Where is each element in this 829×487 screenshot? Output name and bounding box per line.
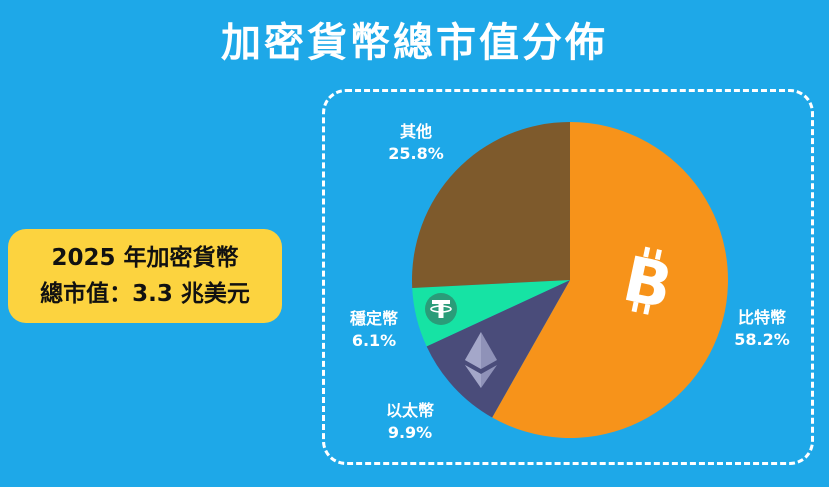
slice-label-stablecoin: 穩定幣 6.1% — [339, 308, 409, 352]
slice-label-ethereum: 以太幣 9.9% — [375, 400, 445, 444]
chart-frame — [322, 89, 814, 465]
pie-slice-bitcoin — [492, 122, 729, 438]
pie-slice-ethereum — [426, 280, 570, 418]
ethereum-icon — [465, 332, 497, 388]
slice-pct-ethereum: 9.9% — [387, 423, 433, 442]
tether-icon — [425, 293, 457, 325]
market-cap-year-label: 2025 年加密貨幣 — [51, 245, 239, 271]
page-title: 加密貨幣總市值分佈 — [221, 20, 608, 66]
slice-pct-stablecoin: 6.1% — [351, 331, 397, 350]
slice-name-ethereum: 以太幣 — [385, 401, 434, 420]
slice-pct-bitcoin: 58.2% — [734, 330, 790, 349]
pie-slice-stablecoin — [412, 280, 570, 347]
slice-label-other: 其他 25.8% — [381, 121, 451, 165]
slice-name-other: 其他 — [399, 122, 432, 141]
slice-pct-other: 25.8% — [388, 144, 444, 163]
slice-name-stablecoin: 穩定幣 — [349, 309, 398, 328]
slice-name-bitcoin: 比特幣 — [737, 308, 786, 327]
slice-label-bitcoin: 比特幣 58.2% — [722, 307, 802, 351]
market-cap-value: 總市值：3.3 兆美元 — [40, 281, 250, 307]
pie-slice-other — [411, 122, 570, 288]
market-cap-badge: 2025 年加密貨幣 總市值：3.3 兆美元 — [8, 229, 282, 323]
